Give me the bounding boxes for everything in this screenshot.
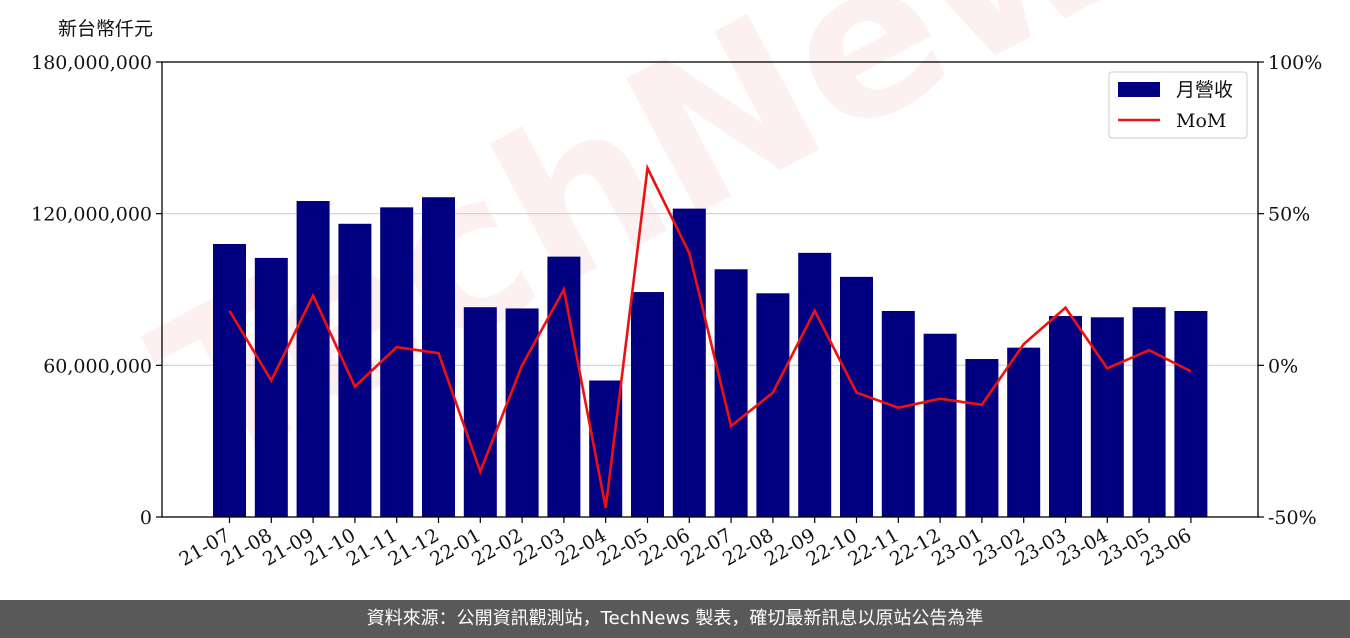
bar-22-11 xyxy=(881,310,915,517)
bar-23-05 xyxy=(1132,307,1166,517)
right-tick-label: 0% xyxy=(1268,355,1298,377)
mom-line xyxy=(228,163,1192,509)
bar-21-08 xyxy=(254,257,288,517)
bar-22-01 xyxy=(463,307,497,517)
bar-22-06 xyxy=(672,208,706,517)
plot-frame xyxy=(161,61,1259,518)
bar-23-06 xyxy=(1174,310,1208,517)
bar-22-08 xyxy=(756,293,790,517)
right-tick-label: 100% xyxy=(1268,52,1322,74)
bar-23-02 xyxy=(1007,347,1041,517)
right-tick-label: 50% xyxy=(1268,204,1310,226)
legend-label-mom: MoM xyxy=(1176,110,1226,132)
bar-21-12 xyxy=(422,197,455,517)
revenue-chart: 0 60,000,000 120,000,000 180,000,000 -50% 0% 5… xyxy=(31,52,1322,571)
bar-22-03 xyxy=(547,256,581,517)
bar-23-01 xyxy=(965,359,999,517)
bar-23-04 xyxy=(1090,317,1124,517)
bar-22-02 xyxy=(505,308,539,517)
bar-21-09 xyxy=(296,201,330,517)
source-footer: 資料來源：公開資訊觀測站，TechNews 製表，確切最新訊息以原站公告為準 xyxy=(0,600,1350,638)
legend-swatch-bar xyxy=(1118,82,1160,97)
chart-area: TechNews 新台幣仟元 0 60,000,000 120,000,000 180… xyxy=(31,0,1322,571)
bar-22-05 xyxy=(631,292,664,517)
bar-22-07 xyxy=(714,269,748,517)
bar-21-10 xyxy=(338,223,372,517)
bar-21-07 xyxy=(213,244,246,517)
bar-22-12 xyxy=(923,333,957,517)
right-tick-label: -50% xyxy=(1268,507,1317,529)
y-axis-unit-label: 新台幣仟元 xyxy=(58,18,154,40)
left-tick-label: 120,000,000 xyxy=(31,204,152,226)
bar-23-03 xyxy=(1049,316,1082,517)
legend-label-revenue: 月營收 xyxy=(1176,79,1233,101)
bar-22-09 xyxy=(798,252,832,517)
left-tick-label: 0 xyxy=(140,507,152,529)
bar-21-11 xyxy=(380,207,414,517)
left-tick-label: 60,000,000 xyxy=(43,355,152,377)
left-tick-label: 180,000,000 xyxy=(31,52,152,74)
